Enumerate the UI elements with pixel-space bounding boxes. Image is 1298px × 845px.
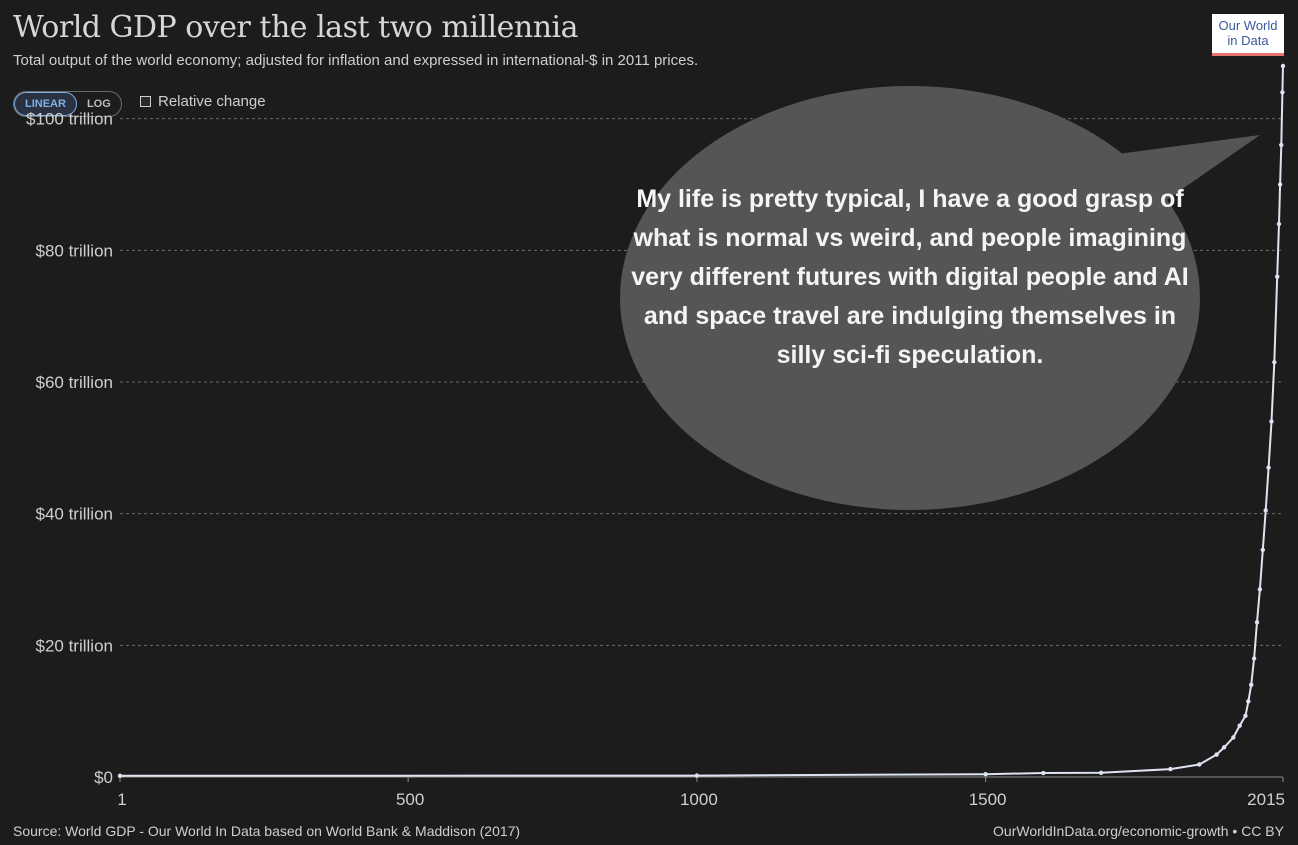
- x-tick-label: 2015: [1247, 790, 1285, 809]
- gdp-data-point[interactable]: [1237, 723, 1242, 728]
- gdp-data-point[interactable]: [1280, 63, 1286, 69]
- gdp-data-point[interactable]: [1214, 752, 1219, 757]
- linear-scale-button[interactable]: LINEAR: [14, 92, 77, 116]
- logo-line-2: in Data: [1227, 33, 1269, 48]
- gdp-data-point[interactable]: [1168, 766, 1173, 772]
- gdp-data-point[interactable]: [1249, 682, 1254, 688]
- gdp-data-point[interactable]: [1041, 770, 1046, 776]
- relative-change-toggle[interactable]: Relative change: [140, 93, 266, 110]
- x-tick-label: 500: [396, 790, 424, 809]
- y-tick-label: $0: [94, 768, 113, 787]
- gdp-data-point[interactable]: [1197, 762, 1202, 767]
- gdp-data-point[interactable]: [1269, 419, 1274, 424]
- gdp-data-point[interactable]: [1280, 90, 1285, 95]
- x-tick-label: 1000: [680, 790, 718, 809]
- gdp-data-point[interactable]: [1246, 699, 1251, 704]
- y-tick-label: $80 trillion: [36, 241, 114, 260]
- gdp-data-point[interactable]: [1231, 735, 1236, 740]
- source-note: Source: World GDP - Our World In Data ba…: [13, 823, 521, 839]
- y-tick-label: $60 trillion: [36, 373, 114, 392]
- gdp-data-point[interactable]: [1266, 465, 1271, 470]
- chart-subtitle: Total output of the world economy; adjus…: [13, 52, 699, 69]
- gdp-data-point[interactable]: [1279, 142, 1284, 148]
- series-layer: [117, 63, 1286, 779]
- gdp-data-point[interactable]: [983, 771, 988, 777]
- gdp-data-point[interactable]: [1243, 713, 1248, 718]
- axes: $0 $20 trillion $40 trillion $60 trillion $8…: [26, 110, 1285, 809]
- y-tick-label: $20 trillion: [36, 636, 114, 655]
- chart-title: World GDP over the last two millennia: [13, 10, 579, 45]
- grid-lines: [120, 118, 1283, 646]
- gdp-data-point[interactable]: [1277, 182, 1283, 187]
- speech-bubble-body: [620, 86, 1200, 510]
- gdp-data-point[interactable]: [1276, 221, 1282, 227]
- gdp-data-point[interactable]: [1263, 508, 1268, 513]
- gdp-data-point[interactable]: [1251, 656, 1257, 661]
- gdp-data-point[interactable]: [117, 773, 123, 779]
- gdp-series-line: [119, 65, 1284, 777]
- speech-bubble-text: My life is pretty typical, I have a good…: [631, 185, 1189, 369]
- log-scale-button[interactable]: LOG: [86, 98, 111, 110]
- speech-bubble: [620, 86, 1260, 510]
- gdp-data-point[interactable]: [1098, 770, 1104, 775]
- scale-toggle: LINEAR LOG: [13, 91, 122, 117]
- gdp-data-point[interactable]: [694, 773, 700, 778]
- logo-line-1: Our World: [1218, 18, 1278, 33]
- y-tick-label: $100 trillion: [26, 110, 113, 129]
- gdp-data-point[interactable]: [1275, 274, 1280, 279]
- gdp-data-point[interactable]: [1272, 360, 1277, 365]
- relative-change-checkbox[interactable]: [140, 96, 151, 107]
- source-url[interactable]: OurWorldInData.org/economic-growth • CC …: [993, 823, 1284, 839]
- x-tick-label: 1: [117, 790, 126, 809]
- gdp-data-point[interactable]: [1254, 620, 1260, 625]
- x-tick-label: 1500: [969, 790, 1007, 809]
- owid-logo[interactable]: Our World in Data: [1212, 14, 1284, 56]
- relative-change-label: Relative change: [158, 93, 266, 110]
- gdp-data-point[interactable]: [1257, 587, 1263, 592]
- y-tick-label: $40 trillion: [36, 505, 114, 524]
- gdp-data-point[interactable]: [1260, 547, 1265, 553]
- gdp-data-point[interactable]: [1221, 745, 1227, 750]
